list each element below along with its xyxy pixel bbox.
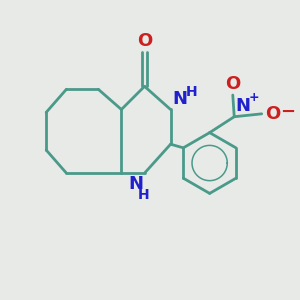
Text: N: N (128, 175, 143, 193)
Text: O: O (225, 75, 240, 93)
Text: H: H (186, 85, 197, 98)
Text: N: N (172, 90, 187, 108)
Text: −: − (280, 103, 296, 122)
Text: O: O (137, 32, 152, 50)
Text: O: O (265, 105, 280, 123)
Text: H: H (137, 188, 149, 202)
Text: N: N (236, 97, 251, 115)
Text: +: + (249, 91, 259, 104)
